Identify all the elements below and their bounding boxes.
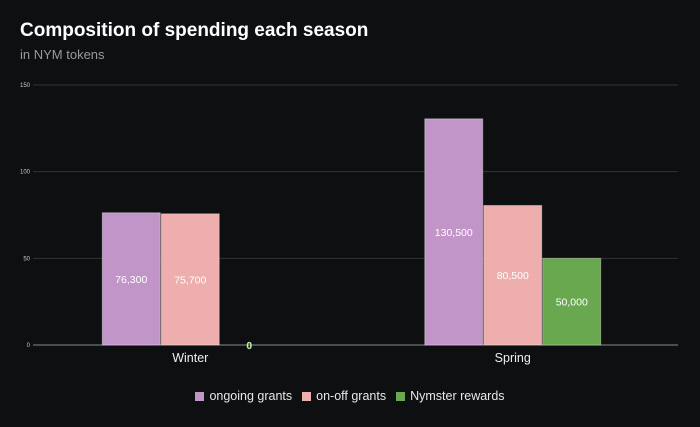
data-label: 76,300 xyxy=(115,274,147,286)
data-label: 80,500 xyxy=(497,270,529,282)
legend: ongoing grants on-off grants Nymster rewar… xyxy=(0,389,700,403)
data-label: 130,500 xyxy=(435,227,473,239)
legend-item: ongoing grants xyxy=(195,389,292,403)
legend-item: Nymster rewards xyxy=(396,389,505,403)
bar xyxy=(483,204,543,346)
bar xyxy=(542,257,602,346)
y-tick-label: 50 xyxy=(23,256,30,262)
legend-swatch xyxy=(195,391,205,401)
y-tick-label: 150 xyxy=(20,83,31,89)
data-label: 50,000 xyxy=(556,297,588,309)
legend-label: Nymster rewards xyxy=(410,389,505,403)
legend-swatch xyxy=(396,391,406,401)
bar xyxy=(160,213,220,346)
y-tick-label: 100 xyxy=(20,170,31,176)
chart-subtitle: in NYM tokens xyxy=(20,47,105,62)
legend-label: ongoing grants xyxy=(209,389,293,403)
y-tick-label: 0 xyxy=(27,343,31,349)
chart-title: Composition of spending each season xyxy=(20,20,369,41)
bar xyxy=(101,212,161,346)
data-label: 0 xyxy=(246,341,252,352)
x-tick-label: Spring xyxy=(495,351,531,365)
bar xyxy=(424,118,484,346)
x-tick-label: Winter xyxy=(172,351,208,365)
data-label: 75,700 xyxy=(174,274,206,286)
legend-item: on-off grants xyxy=(302,389,386,403)
legend-swatch xyxy=(302,391,312,401)
legend-label: on-off grants xyxy=(316,389,387,403)
